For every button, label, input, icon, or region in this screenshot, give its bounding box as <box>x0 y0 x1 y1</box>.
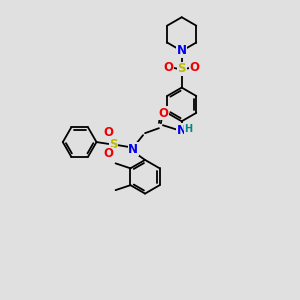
Text: O: O <box>103 148 113 160</box>
Text: O: O <box>159 107 169 120</box>
Text: N: N <box>177 44 187 57</box>
Text: H: H <box>184 124 193 134</box>
Text: N: N <box>128 142 138 155</box>
Text: O: O <box>190 61 200 74</box>
Text: O: O <box>164 61 174 74</box>
Text: N: N <box>177 124 187 137</box>
Text: S: S <box>178 62 186 75</box>
Text: O: O <box>103 126 113 139</box>
Text: S: S <box>109 138 118 151</box>
